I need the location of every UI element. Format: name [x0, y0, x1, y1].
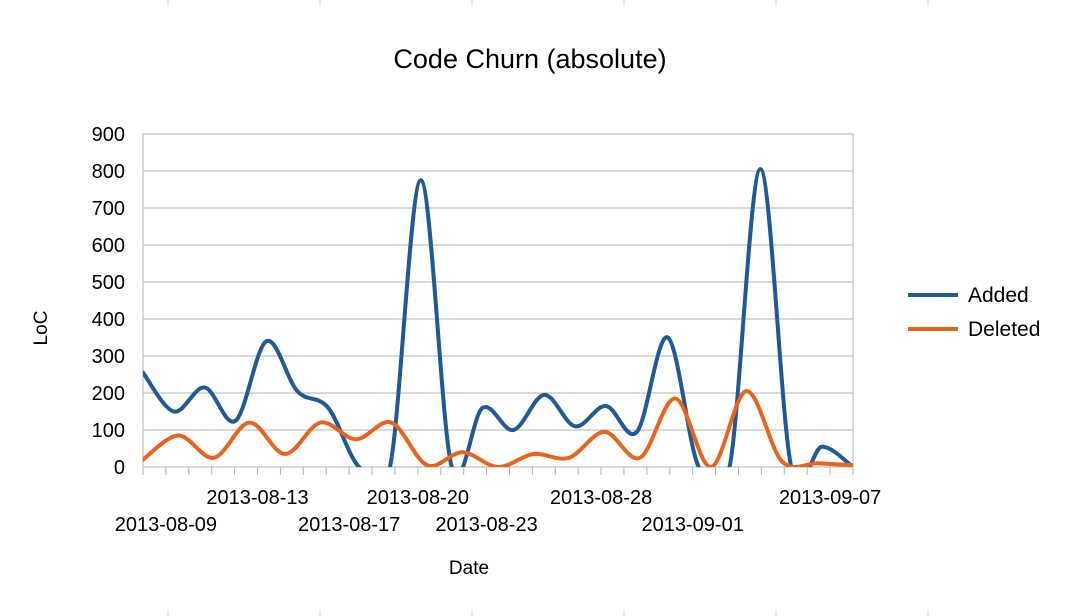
y-axis-ticks: 0 100 200 300 400 500 600 700 800 900	[92, 124, 125, 479]
x-tick-label: 2013-09-07	[779, 487, 881, 509]
y-tick-label: 600	[92, 235, 125, 257]
y-tick-label: 800	[92, 161, 125, 183]
x-axis-ticks: 2013-08-09 2013-08-13 2013-08-17 2013-08-20…	[115, 467, 881, 536]
y-tick-label: 500	[92, 272, 125, 294]
page-marks	[167, 0, 929, 616]
legend-label-deleted: Deleted	[968, 318, 1040, 341]
x-tick-label: 2013-09-01	[642, 514, 744, 536]
y-tick-label: 700	[92, 198, 125, 220]
x-axis-title: Date	[449, 558, 489, 579]
x-tick-label: 2013-08-13	[206, 487, 308, 509]
y-tick-label: 300	[92, 346, 125, 368]
chart-title: Code Churn (absolute)	[393, 44, 666, 74]
x-tick-label: 2013-08-23	[435, 514, 537, 536]
y-tick-label: 200	[92, 383, 125, 405]
legend: Added Deleted	[908, 284, 1040, 341]
y-tick-label: 100	[92, 420, 125, 442]
legend-label-added: Added	[968, 284, 1029, 307]
x-tick-label: 2013-08-17	[298, 514, 400, 536]
y-axis-title: LoC	[31, 311, 52, 346]
y-tick-label: 0	[114, 457, 125, 479]
x-tick-label: 2013-08-28	[550, 487, 652, 509]
series-lines	[143, 167, 853, 467]
x-tick-label: 2013-08-20	[367, 487, 469, 509]
y-tick-label: 900	[92, 124, 125, 146]
series-line-added	[143, 167, 853, 467]
y-tick-label: 400	[92, 309, 125, 331]
series-line-deleted	[143, 389, 853, 467]
x-tick-label: 2013-08-09	[115, 514, 217, 536]
